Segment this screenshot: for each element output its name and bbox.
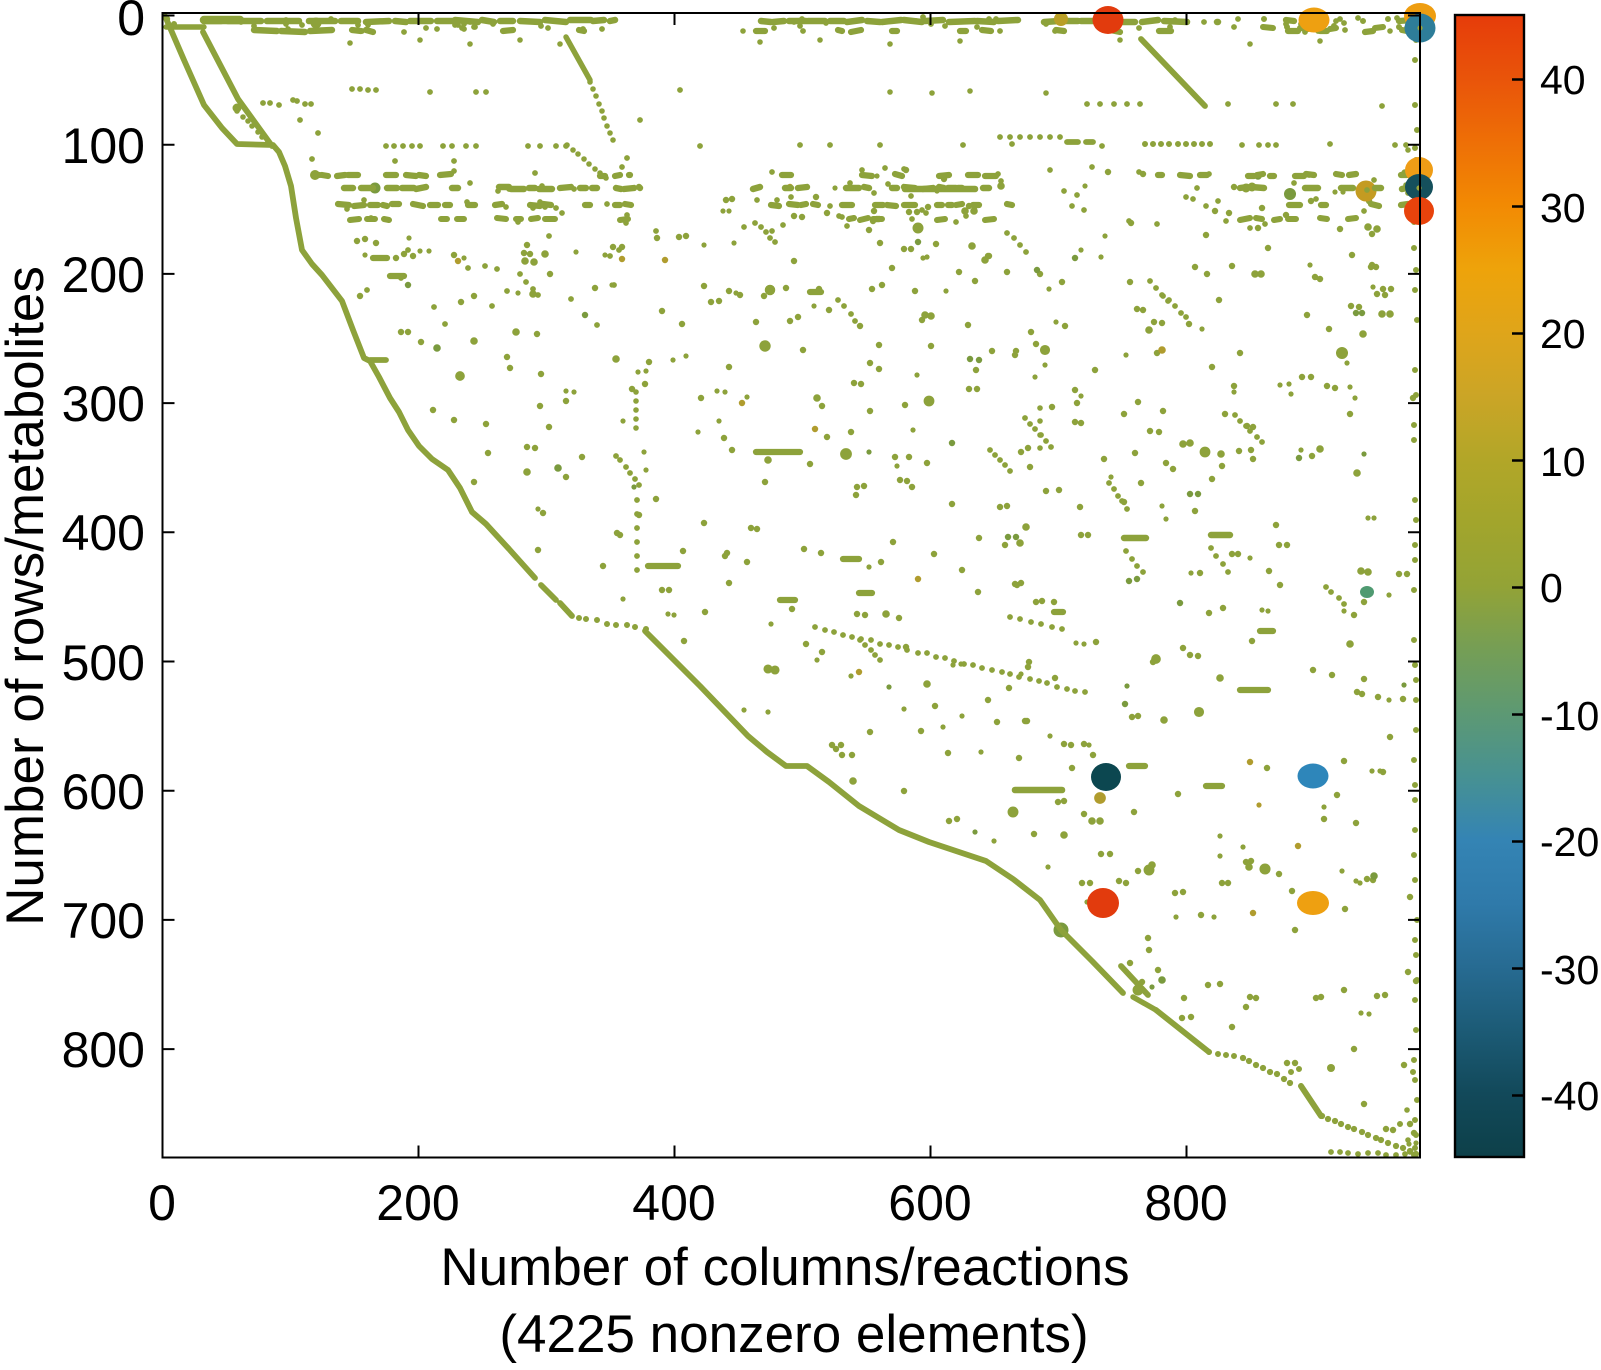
- svg-text:600: 600: [62, 764, 145, 820]
- svg-text:200: 200: [376, 1175, 459, 1231]
- svg-text:Number of rows/metabolites: Number of rows/metabolites: [0, 266, 55, 926]
- svg-text:-30: -30: [1540, 947, 1599, 993]
- svg-text:Number of columns/reactions: Number of columns/reactions: [440, 1238, 1129, 1297]
- svg-text:100: 100: [62, 118, 145, 174]
- svg-text:10: 10: [1540, 439, 1586, 485]
- svg-text:800: 800: [62, 1022, 145, 1078]
- svg-text:0: 0: [117, 0, 145, 46]
- svg-text:300: 300: [62, 376, 145, 432]
- svg-text:400: 400: [62, 505, 145, 561]
- svg-text:30: 30: [1540, 185, 1586, 231]
- svg-text:400: 400: [632, 1175, 715, 1231]
- svg-text:-20: -20: [1540, 819, 1599, 865]
- svg-text:-10: -10: [1540, 693, 1599, 739]
- svg-text:(4225 nonzero elements): (4225 nonzero elements): [499, 1305, 1088, 1364]
- svg-text:20: 20: [1540, 311, 1586, 357]
- svg-text:0: 0: [148, 1175, 176, 1231]
- svg-text:200: 200: [62, 247, 145, 303]
- svg-text:500: 500: [62, 635, 145, 691]
- svg-text:600: 600: [888, 1175, 971, 1231]
- svg-text:-40: -40: [1540, 1073, 1599, 1119]
- svg-text:0: 0: [1540, 565, 1563, 611]
- svg-text:700: 700: [62, 893, 145, 949]
- svg-text:40: 40: [1540, 57, 1586, 103]
- svg-text:800: 800: [1144, 1175, 1227, 1231]
